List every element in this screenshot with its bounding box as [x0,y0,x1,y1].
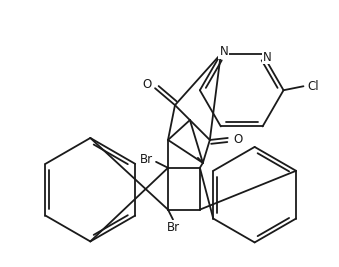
Text: Br: Br [140,153,153,166]
Text: N: N [263,50,272,64]
Text: N: N [219,45,228,58]
Text: Cl: Cl [307,80,319,93]
Text: O: O [233,134,242,147]
Text: O: O [142,78,152,91]
Text: Br: Br [166,221,180,234]
